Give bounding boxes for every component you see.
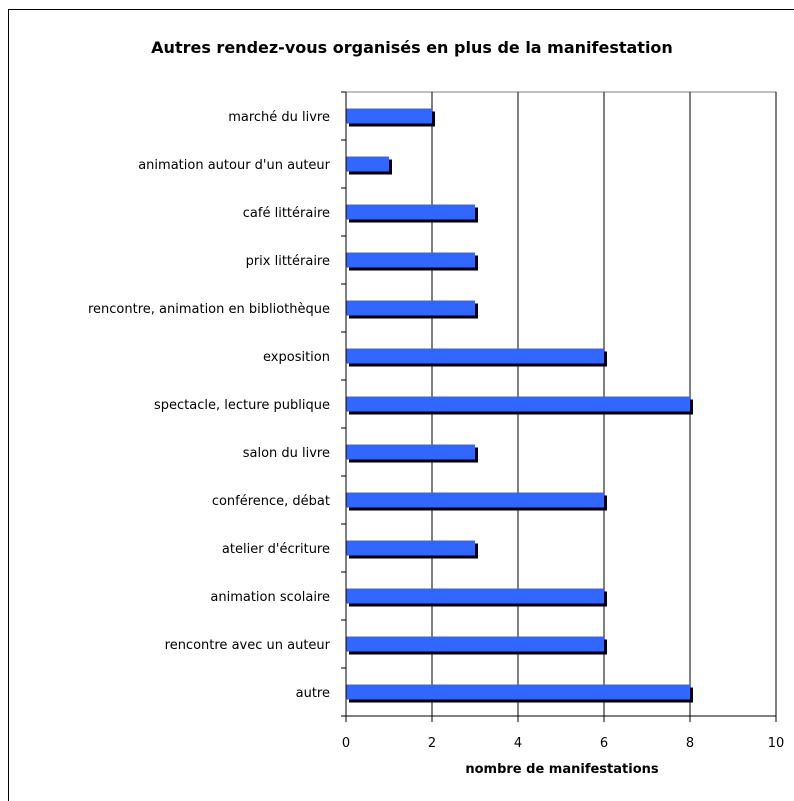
category-label: exposition	[263, 350, 330, 365]
y-axis: marché du livre animation autour d'un aut…	[88, 91, 347, 717]
chart-frame	[8, 9, 794, 801]
bar	[346, 204, 475, 220]
bar	[346, 444, 475, 460]
x-tick-label: 8	[686, 736, 694, 751]
x-tick-label: 10	[768, 736, 785, 751]
category-label: spectacle, lecture publique	[154, 398, 330, 413]
category-label: animation scolaire	[210, 590, 330, 605]
x-tick-label: 4	[514, 736, 522, 751]
bar	[346, 300, 475, 316]
x-tick-label: 2	[428, 736, 436, 751]
bar	[346, 156, 389, 172]
x-axis-title: nombre de manifestations	[465, 762, 659, 777]
x-tick-label: 0	[342, 736, 350, 751]
bar	[346, 108, 432, 124]
category-label: autre	[296, 686, 330, 701]
bar	[346, 588, 604, 604]
category-label: atelier d'écriture	[222, 542, 330, 557]
bars	[346, 108, 693, 703]
category-label: conférence, débat	[212, 494, 330, 509]
bar	[346, 348, 604, 364]
category-label: rencontre avec un auteur	[165, 638, 331, 653]
chart-title: Autres rendez-vous organisés en plus de …	[151, 38, 673, 57]
category-label: salon du livre	[243, 446, 330, 461]
bar	[346, 492, 604, 508]
category-label: rencontre, animation en bibliothèque	[88, 302, 330, 317]
bar	[346, 252, 475, 268]
x-tick-label: 6	[600, 736, 608, 751]
category-label: prix littéraire	[246, 254, 330, 269]
bar	[346, 396, 690, 412]
bar	[346, 636, 604, 652]
category-label: animation autour d'un auteur	[138, 158, 330, 173]
bar	[346, 540, 475, 556]
category-label: café littéraire	[243, 206, 330, 221]
bar	[346, 684, 690, 700]
x-axis: 0 2 4 6 8 10	[341, 715, 785, 751]
category-label: marché du livre	[228, 110, 330, 125]
